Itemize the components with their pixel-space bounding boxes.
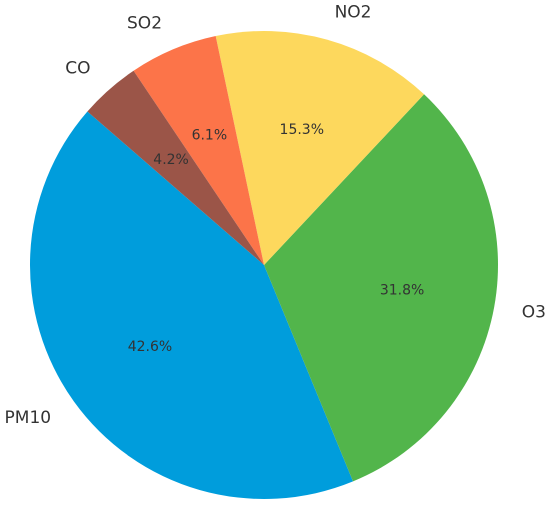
pie-slices	[29, 31, 498, 500]
percent-label-o3: 31.8%	[380, 282, 424, 298]
pie-slice-o3	[264, 94, 498, 482]
category-label-so2: SO2	[127, 14, 162, 34]
pie-slice-no2	[215, 31, 425, 266]
category-label-co: CO	[65, 59, 90, 79]
category-label-o3: O3	[522, 302, 546, 322]
category-labels: PM10 O3 NO2 SO2 CO	[5, 3, 546, 428]
category-label-pm10: PM10	[5, 408, 52, 428]
percent-label-co: 4.2%	[153, 152, 189, 168]
percent-label-so2: 6.1%	[192, 128, 228, 144]
pie-slice-co	[87, 70, 265, 265]
percent-label-pm10: 42.6%	[128, 339, 172, 355]
pie-slice-pm10	[29, 111, 354, 500]
pie-slice-so2	[133, 36, 264, 265]
category-label-no2: NO2	[335, 3, 372, 23]
percent-labels: 42.6% 31.8% 15.3% 6.1%4.2%	[128, 122, 425, 355]
percent-label-no2: 15.3%	[280, 122, 324, 138]
